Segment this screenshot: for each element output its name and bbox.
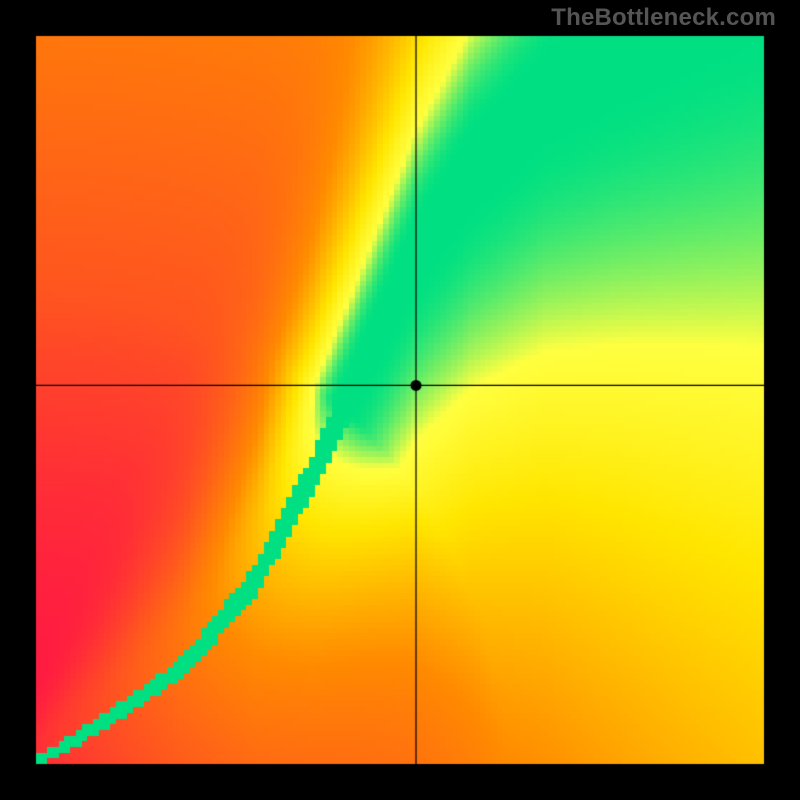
watermark-label: TheBottleneck.com [551, 4, 776, 32]
heatmap-canvas [0, 0, 800, 800]
chart-container: TheBottleneck.com [0, 0, 800, 800]
